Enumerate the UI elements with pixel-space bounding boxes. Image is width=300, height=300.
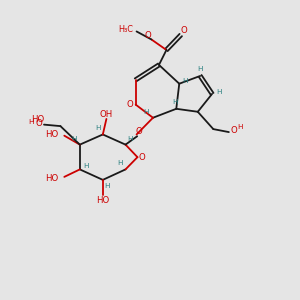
Text: H: H <box>144 110 149 116</box>
Text: HO: HO <box>45 130 58 139</box>
Text: H: H <box>104 183 110 189</box>
Text: OH: OH <box>100 110 113 119</box>
Text: H: H <box>197 66 203 72</box>
Text: HO: HO <box>45 174 58 183</box>
Text: O: O <box>231 126 238 135</box>
Text: H: H <box>216 89 221 95</box>
Text: H₃C: H₃C <box>118 25 133 34</box>
Text: H: H <box>72 136 77 142</box>
Text: H: H <box>127 136 132 142</box>
Text: H: H <box>182 78 188 84</box>
Text: O: O <box>126 100 133 109</box>
Text: H: H <box>117 160 122 166</box>
Text: H: H <box>83 164 88 169</box>
Text: O: O <box>138 153 145 162</box>
Text: H: H <box>237 124 243 130</box>
Text: H: H <box>28 119 34 125</box>
Text: HO: HO <box>31 115 44 124</box>
Text: O: O <box>145 31 151 40</box>
Text: O: O <box>35 119 42 128</box>
Text: H: H <box>96 125 101 131</box>
Text: H: H <box>172 99 178 105</box>
Text: HO: HO <box>96 196 110 205</box>
Text: O: O <box>136 127 142 136</box>
Text: O: O <box>180 26 187 35</box>
